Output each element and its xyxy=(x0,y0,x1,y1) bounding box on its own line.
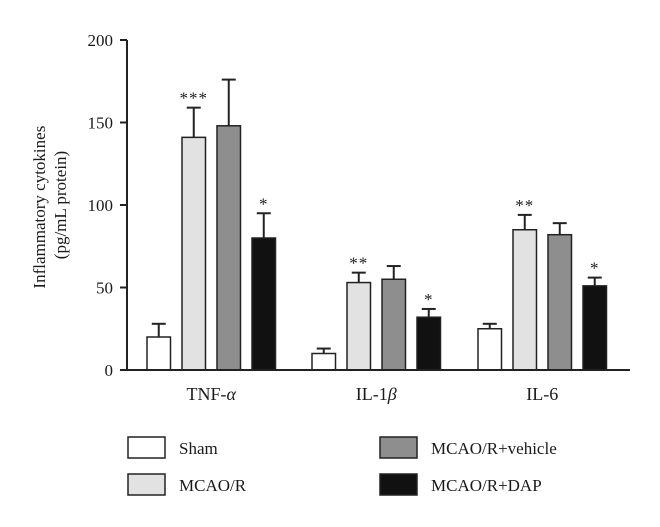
legend-label: MCAO/R xyxy=(179,476,247,495)
significance-marker: * xyxy=(424,290,434,309)
bar-mcao-r xyxy=(346,281,372,371)
y-tick-label: 50 xyxy=(96,279,113,298)
x-category-label: IL-6 xyxy=(526,384,558,404)
bar-mcao-r-dap xyxy=(416,316,442,371)
significance-marker: * xyxy=(259,194,269,213)
x-category-label: TNF-α xyxy=(187,384,237,404)
significance-marker: *** xyxy=(180,89,209,108)
bar-sham xyxy=(146,336,172,371)
y-tick-label: 100 xyxy=(88,196,114,215)
y-tick-label: 200 xyxy=(88,31,114,50)
bar-sham xyxy=(477,328,503,371)
y-tick-label: 0 xyxy=(105,361,114,380)
x-category-label: IL-1β xyxy=(356,384,397,404)
bars-group: ********** xyxy=(146,78,608,371)
y-axis: 0 50 100 150 200 xyxy=(88,31,128,380)
significance-marker: ** xyxy=(515,196,534,215)
x-axis: TNF-α IL-1β IL-6 xyxy=(127,369,630,404)
bar-mcao-r-dap xyxy=(582,285,608,371)
legend-swatch xyxy=(379,436,418,459)
bar-sham xyxy=(311,352,337,371)
y-axis-label: Inflammatory cytokines (pg/mL protein) xyxy=(30,121,70,288)
legend-swatch xyxy=(127,473,166,496)
bar-mcao-r xyxy=(512,229,538,371)
bar-mcao-r xyxy=(181,136,207,371)
legend-swatch xyxy=(379,473,418,496)
legend-label: MCAO/R+vehicle xyxy=(431,439,557,458)
legend-label: Sham xyxy=(179,439,218,458)
y-tick-label: 150 xyxy=(88,114,114,133)
bar-mcao-r-vehicle xyxy=(216,125,242,371)
legend-label: MCAO/R+DAP xyxy=(431,476,542,495)
significance-marker: ** xyxy=(349,254,368,273)
legend-swatch xyxy=(127,436,166,459)
bar-mcao-r-vehicle xyxy=(381,278,407,371)
bar-mcao-r-vehicle xyxy=(547,233,573,371)
legend: Sham MCAO/R MCAO/R+vehicle MCAO/R+DAP xyxy=(127,436,557,496)
significance-marker: * xyxy=(590,259,600,278)
bar-mcao-r-dap xyxy=(251,237,277,371)
